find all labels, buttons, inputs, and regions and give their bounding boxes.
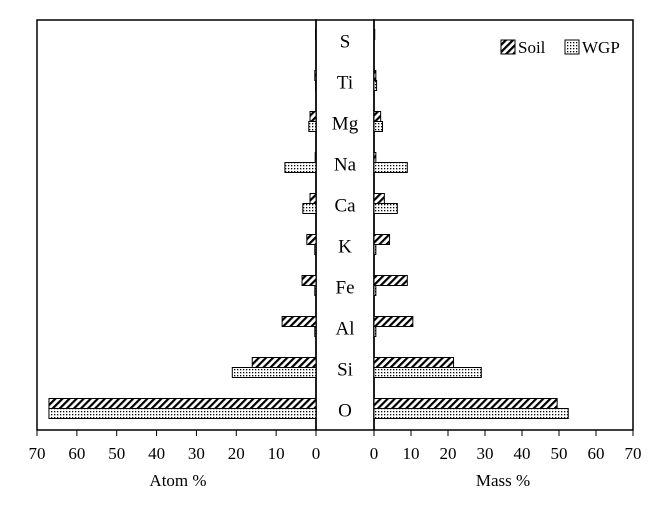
left-bar-wgp-al [315, 327, 316, 337]
left-bar-wgp-mg [309, 122, 316, 132]
right-bar-soil-s [374, 30, 375, 40]
right-bar-soil-na [374, 153, 376, 163]
left-bar-wgp-na [285, 163, 316, 173]
right-bar-soil-o [374, 399, 557, 409]
left-tick-label: 70 [29, 444, 46, 463]
left-tick-label: 40 [148, 444, 165, 463]
right-bar-wgp-o [374, 409, 568, 419]
legend-swatch-wgp [565, 40, 579, 54]
left-tick-label: 20 [228, 444, 245, 463]
left-bar-soil-mg [310, 112, 316, 122]
legend-swatch-soil [501, 40, 515, 54]
left-bar-soil-o [49, 399, 316, 409]
left-axis-ticks: 70 60 50 40 30 20 10 0 [29, 430, 321, 463]
left-bars [49, 30, 316, 419]
right-bar-soil-ca [374, 194, 384, 204]
legend-label-wgp: WGP [582, 38, 620, 57]
left-bar-wgp-ca [303, 204, 316, 214]
left-bar-soil-na [315, 153, 316, 163]
left-bar-soil-si [252, 358, 316, 368]
left-bar-soil-al [282, 317, 316, 327]
right-bar-wgp-ca [374, 204, 397, 214]
right-axis-title: Mass % [476, 471, 530, 490]
category-label-na: Na [334, 155, 357, 176]
category-label-s: S [340, 32, 351, 53]
left-bar-soil-fe [302, 276, 316, 286]
right-bar-soil-k [374, 235, 390, 245]
category-label-si: Si [337, 360, 353, 381]
legend-label-soil: Soil [518, 38, 546, 57]
left-tick-label: 10 [268, 444, 285, 463]
right-bar-soil-si [374, 358, 454, 368]
left-tick-label: 60 [68, 444, 85, 463]
left-axis-title: Atom % [149, 471, 206, 490]
right-bar-wgp-al [374, 327, 376, 337]
category-label-fe: Fe [336, 278, 355, 299]
left-tick-label: 50 [108, 444, 125, 463]
right-tick-label: 30 [477, 444, 494, 463]
left-bar-wgp-si [232, 368, 316, 378]
right-bar-soil-ti [374, 71, 376, 81]
right-tick-label: 20 [440, 444, 457, 463]
left-bar-soil-k [307, 235, 316, 245]
left-bar-soil-ca [310, 194, 316, 204]
right-bar-wgp-mg [374, 122, 383, 132]
right-bar-wgp-si [374, 368, 481, 378]
category-labels: S Ti Mg Na Ca K Fe Al Si O [332, 32, 359, 422]
right-bar-soil-mg [374, 112, 381, 122]
right-bar-soil-fe [374, 276, 407, 286]
right-tick-label: 10 [403, 444, 420, 463]
right-bar-wgp-k [374, 245, 376, 255]
right-bar-wgp-ti [374, 81, 377, 91]
left-bar-wgp-k [315, 245, 316, 255]
right-bars [374, 30, 568, 419]
right-bar-wgp-fe [374, 286, 376, 296]
left-bar-soil-ti [315, 71, 316, 81]
category-label-ti: Ti [337, 73, 353, 94]
right-tick-label: 70 [625, 444, 642, 463]
legend: Soil WGP [501, 38, 620, 57]
right-tick-label: 60 [588, 444, 605, 463]
left-bar-wgp-fe [315, 286, 316, 296]
category-label-k: K [338, 237, 352, 258]
left-bar-wgp-o [49, 409, 316, 419]
left-tick-label: 0 [312, 444, 321, 463]
category-label-o: O [338, 401, 352, 422]
right-bar-wgp-na [374, 163, 407, 173]
category-label-mg: Mg [332, 114, 359, 135]
right-axis-ticks: 0 10 20 30 40 50 60 70 [370, 430, 642, 463]
category-label-al: Al [336, 319, 355, 340]
right-tick-label: 0 [370, 444, 379, 463]
left-tick-label: 30 [188, 444, 205, 463]
right-tick-label: 40 [514, 444, 531, 463]
category-label-ca: Ca [334, 196, 356, 217]
right-bar-soil-al [374, 317, 413, 327]
right-tick-label: 50 [551, 444, 568, 463]
